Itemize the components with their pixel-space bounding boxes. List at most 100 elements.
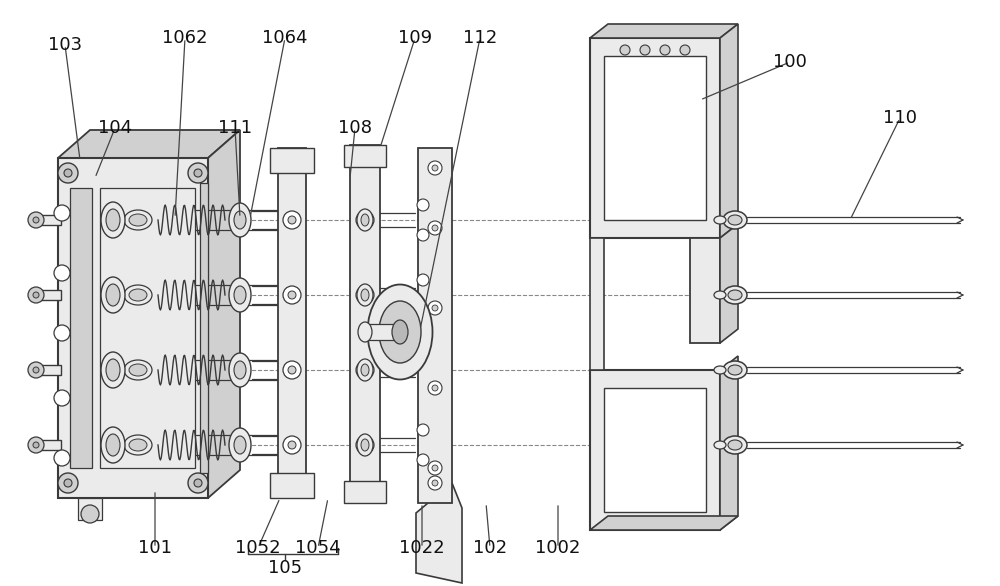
Circle shape — [432, 385, 438, 391]
Ellipse shape — [728, 215, 742, 225]
Ellipse shape — [101, 277, 125, 313]
Ellipse shape — [124, 285, 152, 305]
Ellipse shape — [129, 364, 147, 376]
Circle shape — [417, 454, 429, 466]
Text: 105: 105 — [268, 559, 302, 577]
Circle shape — [428, 476, 442, 490]
Circle shape — [64, 169, 72, 177]
Ellipse shape — [361, 439, 369, 451]
Ellipse shape — [106, 434, 120, 456]
Ellipse shape — [723, 361, 747, 379]
Ellipse shape — [368, 284, 432, 380]
Ellipse shape — [106, 284, 120, 306]
Circle shape — [33, 217, 39, 223]
Circle shape — [283, 361, 301, 379]
Circle shape — [432, 225, 438, 231]
Ellipse shape — [101, 427, 125, 463]
Text: 1022: 1022 — [399, 539, 445, 557]
Ellipse shape — [714, 216, 726, 224]
Ellipse shape — [129, 214, 147, 226]
Text: 111: 111 — [218, 119, 252, 137]
Ellipse shape — [358, 322, 372, 342]
Polygon shape — [416, 483, 462, 583]
Polygon shape — [720, 356, 738, 530]
Ellipse shape — [101, 352, 125, 388]
Ellipse shape — [106, 209, 120, 231]
Ellipse shape — [234, 211, 246, 229]
Bar — [590, 370, 720, 530]
Ellipse shape — [714, 291, 726, 299]
Text: 1054: 1054 — [295, 539, 341, 557]
Circle shape — [356, 286, 374, 304]
Text: 101: 101 — [138, 539, 172, 557]
Ellipse shape — [728, 440, 742, 450]
Bar — [365, 324, 400, 340]
Polygon shape — [58, 130, 240, 158]
Text: 110: 110 — [883, 109, 917, 127]
Ellipse shape — [129, 289, 147, 301]
Circle shape — [28, 362, 44, 378]
Circle shape — [33, 442, 39, 448]
Ellipse shape — [124, 435, 152, 455]
Ellipse shape — [379, 301, 421, 363]
Circle shape — [188, 473, 208, 493]
Polygon shape — [208, 130, 240, 498]
Ellipse shape — [714, 441, 726, 449]
Circle shape — [54, 265, 70, 281]
Ellipse shape — [728, 365, 742, 375]
Polygon shape — [590, 24, 738, 38]
Bar — [58, 158, 208, 498]
Ellipse shape — [129, 439, 147, 451]
Circle shape — [33, 292, 39, 298]
Bar — [344, 481, 386, 503]
Text: 102: 102 — [473, 539, 507, 557]
Ellipse shape — [101, 202, 125, 238]
Circle shape — [33, 367, 39, 373]
Bar — [418, 148, 452, 503]
Circle shape — [660, 45, 670, 55]
Text: 1062: 1062 — [162, 29, 208, 47]
Circle shape — [194, 479, 202, 487]
Ellipse shape — [392, 320, 408, 344]
Circle shape — [428, 161, 442, 175]
Circle shape — [362, 367, 368, 373]
Circle shape — [428, 381, 442, 395]
Bar — [350, 145, 380, 503]
Bar — [33, 215, 61, 225]
Circle shape — [28, 437, 44, 453]
Ellipse shape — [357, 434, 373, 456]
Bar — [33, 440, 61, 450]
Circle shape — [417, 199, 429, 211]
Ellipse shape — [229, 428, 251, 462]
Text: 103: 103 — [48, 36, 82, 54]
Circle shape — [64, 479, 72, 487]
Circle shape — [362, 292, 368, 298]
Ellipse shape — [106, 359, 120, 381]
Ellipse shape — [357, 359, 373, 381]
Bar — [604, 56, 706, 220]
Bar — [278, 148, 306, 498]
Ellipse shape — [234, 436, 246, 454]
Circle shape — [428, 461, 442, 475]
Text: 100: 100 — [773, 53, 807, 71]
Ellipse shape — [361, 364, 369, 376]
Ellipse shape — [124, 360, 152, 380]
Bar — [690, 238, 720, 343]
Circle shape — [356, 436, 374, 454]
Ellipse shape — [357, 209, 373, 231]
Circle shape — [432, 165, 438, 171]
Bar — [270, 473, 314, 498]
Circle shape — [620, 45, 630, 55]
Circle shape — [362, 217, 368, 223]
Ellipse shape — [234, 286, 246, 304]
Circle shape — [288, 291, 296, 299]
Circle shape — [54, 325, 70, 341]
Circle shape — [432, 465, 438, 471]
Bar — [590, 238, 604, 370]
Ellipse shape — [361, 214, 369, 226]
Bar — [78, 498, 102, 520]
Circle shape — [356, 211, 374, 229]
Bar — [200, 183, 208, 473]
Text: 1002: 1002 — [535, 539, 581, 557]
Bar — [70, 188, 92, 468]
